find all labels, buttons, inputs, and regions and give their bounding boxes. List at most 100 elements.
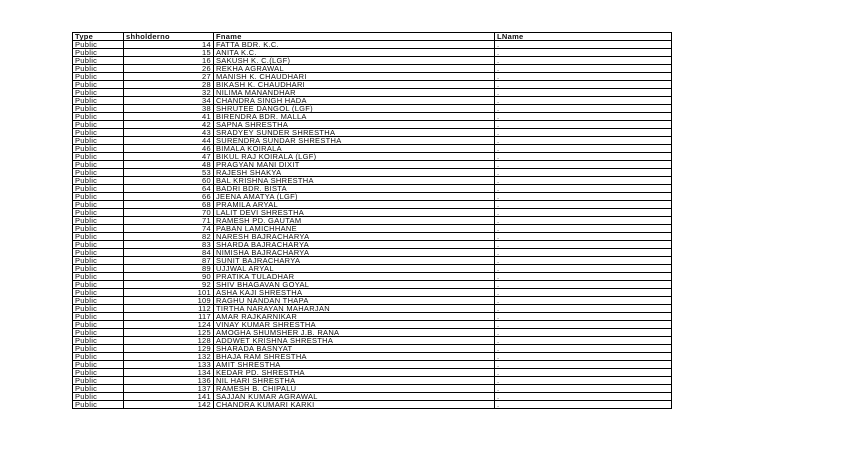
cell-shholderno: 137 bbox=[123, 384, 214, 393]
cell-lname: . bbox=[494, 104, 672, 113]
cell-type: Public bbox=[72, 64, 124, 73]
cell-lname: . bbox=[494, 40, 672, 49]
cell-fname: RAMESH B. CHIPALU bbox=[213, 384, 495, 393]
table-row: Public 142 CHANDRA KUMARI KARKI. bbox=[72, 400, 672, 409]
table-row: Public 44 SURENDRA SUNDAR SHRESTHA. bbox=[72, 136, 672, 145]
cell-type: Public bbox=[72, 400, 124, 409]
cell-fname: PRAGYAN MANI DIXIT bbox=[213, 160, 495, 169]
cell-fname: SHARADA BASNYAT bbox=[213, 344, 495, 353]
cell-fname: JEENA AMATYA (LGF) bbox=[213, 192, 495, 201]
cell-shholderno: 84 bbox=[123, 248, 214, 257]
cell-fname: SUNIT BAJRACHARYA bbox=[213, 256, 495, 265]
cell-type: Public bbox=[72, 104, 124, 113]
cell-fname: SURENDRA SUNDAR SHRESTHA bbox=[213, 136, 495, 145]
cell-shholderno: 82 bbox=[123, 232, 214, 241]
cell-fname: SAJJAN KUMAR AGRAWAL bbox=[213, 392, 495, 401]
cell-lname: . bbox=[494, 320, 672, 329]
cell-lname: . bbox=[494, 56, 672, 65]
cell-lname: . bbox=[494, 312, 672, 321]
cell-lname: . bbox=[494, 240, 672, 249]
cell-shholderno: 47 bbox=[123, 152, 214, 161]
cell-lname: . bbox=[494, 64, 672, 73]
cell-type: Public bbox=[72, 152, 124, 161]
cell-shholderno: 124 bbox=[123, 320, 214, 329]
table-row: Public 28 BIKASH K. CHAUDHARI. bbox=[72, 80, 672, 89]
cell-type: Public bbox=[72, 208, 124, 217]
cell-type: Public bbox=[72, 144, 124, 153]
cell-fname: NIL HARI SHRESTHA bbox=[213, 376, 495, 385]
cell-lname: . bbox=[494, 272, 672, 281]
cell-lname: . bbox=[494, 184, 672, 193]
cell-type: Public bbox=[72, 240, 124, 249]
table-row: Public 47 BIKUL RAJ KOIRALA (LGF). bbox=[72, 152, 672, 161]
cell-fname: BIMALA KOIRALA bbox=[213, 144, 495, 153]
table-row: Public 71 RAMESH PD. GAUTAM. bbox=[72, 216, 672, 225]
table-row: Public 66 JEENA AMATYA (LGF). bbox=[72, 192, 672, 201]
cell-fname: TIRTHA NARAYAN MAHARJAN bbox=[213, 304, 495, 313]
cell-type: Public bbox=[72, 360, 124, 369]
cell-fname: BIKUL RAJ KOIRALA (LGF) bbox=[213, 152, 495, 161]
cell-type: Public bbox=[72, 160, 124, 169]
cell-type: Public bbox=[72, 224, 124, 233]
cell-fname: REKHA AGRAWAL bbox=[213, 64, 495, 73]
cell-type: Public bbox=[72, 88, 124, 97]
cell-lname: . bbox=[494, 72, 672, 81]
table-row: Public 129 SHARADA BASNYAT. bbox=[72, 344, 672, 353]
cell-shholderno: 46 bbox=[123, 144, 214, 153]
cell-lname: . bbox=[494, 208, 672, 217]
cell-fname: SHIV BHAGAVAN GOYAL bbox=[213, 280, 495, 289]
cell-shholderno: 70 bbox=[123, 208, 214, 217]
cell-lname: . bbox=[494, 392, 672, 401]
cell-type: Public bbox=[72, 384, 124, 393]
header-fname: Fname bbox=[213, 32, 495, 41]
cell-type: Public bbox=[72, 352, 124, 361]
cell-type: Public bbox=[72, 344, 124, 353]
cell-lname: . bbox=[494, 344, 672, 353]
table-row: Public 70 LALIT DEVI SHRESTHA. bbox=[72, 208, 672, 217]
cell-shholderno: 14 bbox=[123, 40, 214, 49]
cell-lname: . bbox=[494, 384, 672, 393]
cell-type: Public bbox=[72, 112, 124, 121]
cell-type: Public bbox=[72, 232, 124, 241]
table-row: Public 14 FATTA BDR. K.C.. bbox=[72, 40, 672, 49]
cell-shholderno: 48 bbox=[123, 160, 214, 169]
cell-type: Public bbox=[72, 392, 124, 401]
cell-lname: . bbox=[494, 120, 672, 129]
cell-type: Public bbox=[72, 48, 124, 57]
cell-type: Public bbox=[72, 56, 124, 65]
cell-shholderno: 128 bbox=[123, 336, 214, 345]
header-row: Type shholderno Fname LName bbox=[72, 32, 672, 41]
cell-fname: BAL KRISHNA SHRESTHA bbox=[213, 176, 495, 185]
cell-shholderno: 43 bbox=[123, 128, 214, 137]
cell-lname: . bbox=[494, 152, 672, 161]
cell-shholderno: 28 bbox=[123, 80, 214, 89]
cell-type: Public bbox=[72, 192, 124, 201]
table-row: Public 27 MANISH K. CHAUDHARI. bbox=[72, 72, 672, 81]
cell-shholderno: 142 bbox=[123, 400, 214, 409]
cell-shholderno: 66 bbox=[123, 192, 214, 201]
cell-fname: ANITA K.C. bbox=[213, 48, 495, 57]
cell-type: Public bbox=[72, 336, 124, 345]
table-row: Public 53 RAJESH SHAKYA. bbox=[72, 168, 672, 177]
cell-type: Public bbox=[72, 320, 124, 329]
cell-lname: . bbox=[494, 48, 672, 57]
cell-shholderno: 64 bbox=[123, 184, 214, 193]
cell-shholderno: 87 bbox=[123, 256, 214, 265]
cell-fname: BIRENDRA BDR. MALLA bbox=[213, 112, 495, 121]
cell-fname: AMOGHA SHUMSHER J.B. RANA bbox=[213, 328, 495, 337]
cell-fname: PRAMILA ARYAL bbox=[213, 200, 495, 209]
table-row: Public 34 CHANDRA SINGH HADA. bbox=[72, 96, 672, 105]
cell-type: Public bbox=[72, 264, 124, 273]
cell-type: Public bbox=[72, 184, 124, 193]
cell-shholderno: 132 bbox=[123, 352, 214, 361]
cell-lname: . bbox=[494, 136, 672, 145]
cell-type: Public bbox=[72, 120, 124, 129]
table-row: Public 26 REKHA AGRAWAL. bbox=[72, 64, 672, 73]
cell-fname: SHARDA BAJRACHARYA bbox=[213, 240, 495, 249]
cell-type: Public bbox=[72, 168, 124, 177]
table-row: Public 15 ANITA K.C.. bbox=[72, 48, 672, 57]
table-row: Public 42 SAPNA SHRESTHA. bbox=[72, 120, 672, 129]
cell-shholderno: 44 bbox=[123, 136, 214, 145]
table-row: Public 83 SHARDA BAJRACHARYA. bbox=[72, 240, 672, 249]
cell-lname: . bbox=[494, 168, 672, 177]
